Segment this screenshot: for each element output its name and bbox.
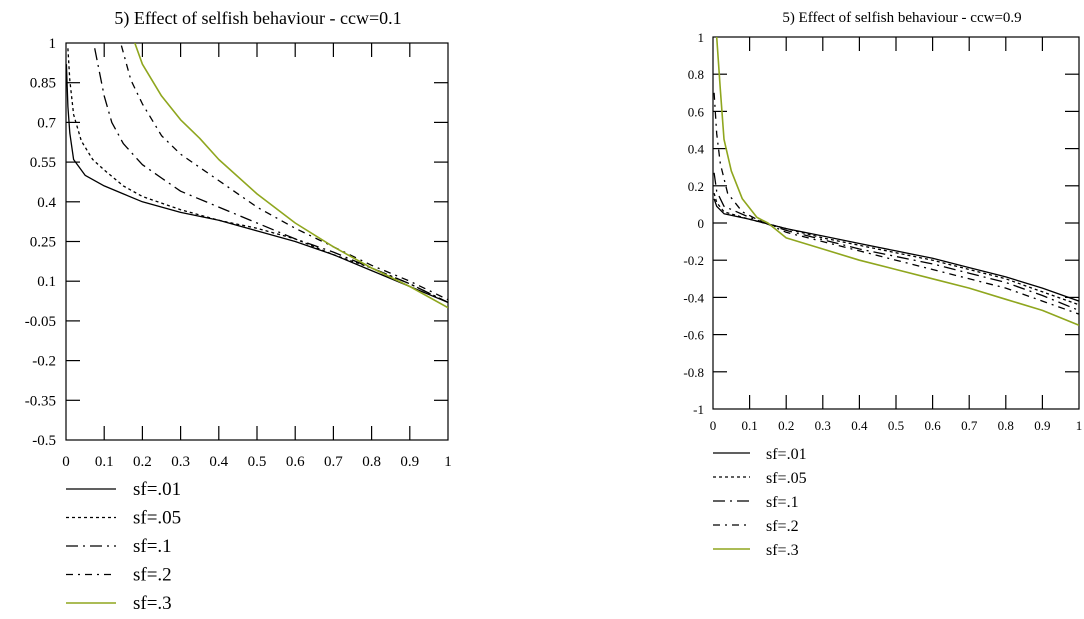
y-tick-label: -0.2	[683, 253, 704, 268]
legend-label: sf=.01	[766, 446, 807, 463]
series-line-5	[715, 37, 1079, 327]
x-tick-label: 0.1	[741, 418, 757, 433]
y-tick-label: 1	[698, 30, 705, 45]
chart-right-title: 5) Effect of selfish behaviour - ccw=0.9	[782, 10, 1021, 26]
legend-label: sf=.3	[133, 593, 172, 614]
chart-right-series-group	[713, 37, 1079, 327]
x-tick-label: 0.1	[95, 454, 114, 470]
y-tick-label: 0.7	[37, 115, 56, 131]
x-tick-label: 1	[1076, 418, 1083, 433]
series-line-2	[67, 48, 448, 303]
x-tick-label: 0.6	[924, 418, 941, 433]
x-tick-label: 0.3	[171, 454, 190, 470]
chart-left-legend: sf=.01 sf=.05 sf=.1 sf=.2 sf=.3	[66, 479, 181, 614]
legend-label: sf=.1	[766, 494, 799, 511]
y-tick-label: 1	[49, 36, 57, 52]
legend-label: sf=.2	[766, 518, 799, 535]
y-tick-label: 0.85	[30, 76, 56, 92]
x-tick-label: 0.8	[998, 418, 1014, 433]
y-tick-label: 0	[698, 216, 705, 231]
series-line-4	[713, 92, 1079, 315]
x-tick-label: 0.7	[961, 418, 978, 433]
x-tick-label: 1	[444, 454, 452, 470]
x-tick-label: 0.9	[1034, 418, 1050, 433]
x-tick-label: 0.5	[888, 418, 904, 433]
x-tick-label: 0.7	[324, 454, 343, 470]
chart-left: 5) Effect of selfish behaviour - ccw=0.1…	[25, 8, 452, 614]
chart-left-y-tick-labels: 1 0.85 0.7 0.55 0.4 0.25 0.1 -0.05 -0.2 -0.35 -0.5	[25, 36, 57, 449]
y-tick-label: -0.05	[25, 314, 56, 330]
series-line-1	[713, 198, 1079, 302]
x-tick-label: 0	[710, 418, 717, 433]
x-tick-label: 0.4	[209, 454, 228, 470]
legend-label: sf=.05	[766, 470, 807, 487]
series-line-4	[120, 45, 448, 301]
legend-label: sf=.05	[133, 508, 181, 529]
x-tick-label: 0.8	[362, 454, 381, 470]
y-tick-label: 0.4	[37, 195, 56, 211]
y-tick-label: -0.6	[683, 328, 704, 343]
legend-label: sf=.3	[766, 542, 799, 559]
series-line-1	[66, 64, 448, 304]
y-tick-label: 0.6	[688, 104, 705, 119]
y-tick-label: -0.35	[25, 393, 56, 409]
chart-right: 5) Effect of selfish behaviour - ccw=0.9…	[683, 10, 1082, 559]
chart-left-x-tick-labels: 0 0.1 0.2 0.3 0.4 0.5 0.6 0.7 0.8 0.9 1	[62, 454, 452, 470]
y-tick-label: 0.1	[37, 274, 56, 290]
y-tick-label: 0.55	[30, 155, 56, 171]
series-line-2	[713, 193, 1079, 306]
x-tick-label: 0.2	[133, 454, 152, 470]
chart-right-x-tick-labels: 0 0.1 0.2 0.3 0.4 0.5 0.6 0.7 0.8 0.9 1	[710, 418, 1083, 433]
x-tick-label: 0.2	[778, 418, 794, 433]
x-tick-label: 0.4	[851, 418, 868, 433]
x-tick-label: 0.3	[815, 418, 831, 433]
y-tick-label: -0.5	[32, 433, 56, 449]
x-tick-label: 0	[62, 454, 70, 470]
y-tick-label: -0.8	[683, 365, 704, 380]
chart-right-legend: sf=.01 sf=.05 sf=.1 sf=.2 sf=.3	[713, 446, 807, 559]
x-tick-label: 0.6	[286, 454, 305, 470]
legend-label: sf=.1	[133, 536, 172, 557]
y-tick-label: -0.4	[683, 290, 704, 305]
x-tick-label: 0.9	[400, 454, 419, 470]
chart-left-plot-frame	[65, 42, 449, 441]
series-line-3	[94, 48, 448, 303]
legend-label: sf=.2	[133, 565, 172, 586]
x-tick-label: 0.5	[248, 454, 267, 470]
y-tick-label: 0.4	[688, 142, 705, 157]
series-line-3	[713, 172, 1079, 312]
series-line-5	[134, 43, 448, 309]
chart-left-title: 5) Effect of selfish behaviour - ccw=0.1	[114, 8, 401, 29]
chart-left-ticks	[66, 43, 448, 440]
y-tick-label: -0.2	[32, 354, 56, 370]
y-tick-label: 0.2	[688, 179, 704, 194]
y-tick-label: -1	[693, 402, 704, 417]
y-tick-label: 0.25	[30, 235, 56, 251]
chart-left-series-group	[66, 43, 448, 309]
legend-label: sf=.01	[133, 479, 181, 500]
chart-right-y-tick-labels: 1 0.8 0.6 0.4 0.2 0 -0.2 -0.4 -0.6 -0.8 -1	[683, 30, 704, 417]
y-tick-label: 0.8	[688, 67, 704, 82]
